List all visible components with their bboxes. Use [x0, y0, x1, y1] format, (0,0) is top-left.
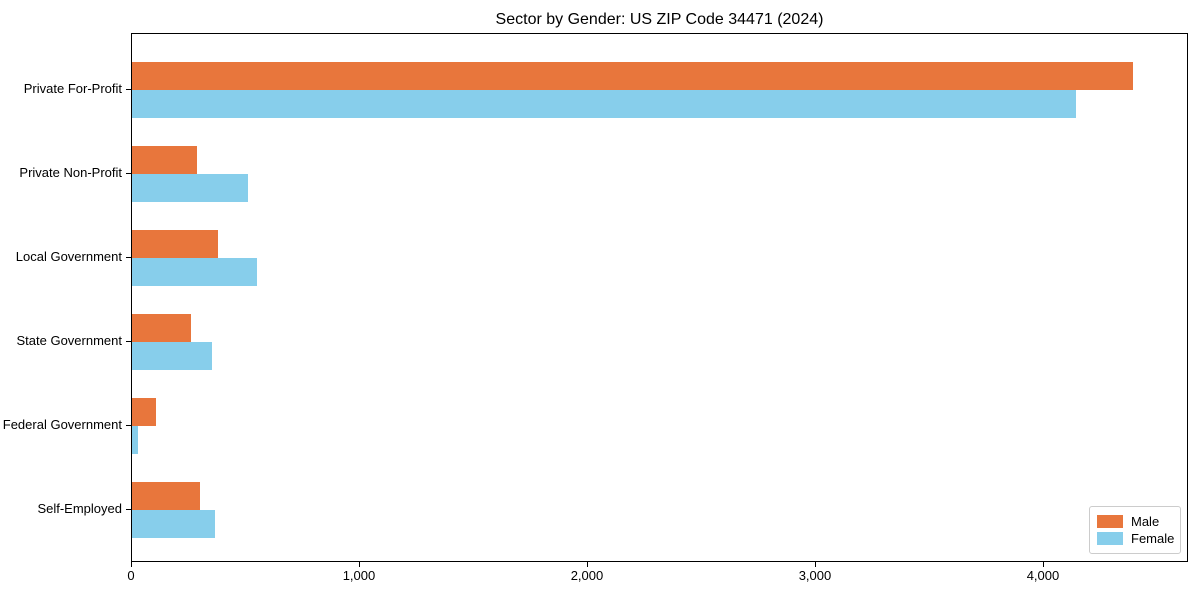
- y-tick-label: Self-Employed: [37, 501, 122, 516]
- y-tick-label: Local Government: [15, 249, 122, 264]
- bar-female-0: [132, 90, 1077, 118]
- y-tick-label: Private Non-Profit: [19, 165, 122, 180]
- bar-group-0: [132, 62, 1187, 118]
- plot-area: [131, 33, 1188, 562]
- bar-male-5: [132, 482, 201, 510]
- bar-female-5: [132, 510, 216, 538]
- x-axis-tick: [131, 562, 132, 567]
- legend-label-male: Male: [1131, 514, 1160, 529]
- y-tick-label: Federal Government: [2, 417, 122, 432]
- y-axis-tick: [126, 173, 131, 174]
- bar-male-3: [132, 314, 192, 342]
- legend-entry-female: Female: [1097, 530, 1175, 547]
- bar-group-3: [132, 314, 1187, 370]
- bar-group-4: [132, 398, 1187, 454]
- x-tick-label: 4,000: [1026, 568, 1060, 583]
- legend-entry-male: Male: [1097, 513, 1172, 530]
- male-color-swatch: [1097, 515, 1123, 528]
- y-tick-label: Private For-Profit: [23, 81, 122, 96]
- legend: Male Female: [1089, 506, 1181, 554]
- bar-female-3: [132, 342, 212, 370]
- bar-female-2: [132, 258, 258, 286]
- y-tick-label: State Government: [16, 333, 123, 348]
- bar-male-4: [132, 398, 156, 426]
- female-color-swatch: [1097, 532, 1123, 545]
- x-tick-label: 3,000: [798, 568, 832, 583]
- legend-label-female: Female: [1131, 531, 1175, 546]
- y-axis-tick: [126, 257, 131, 258]
- x-axis-tick: [814, 562, 816, 567]
- bar-male-2: [132, 230, 219, 258]
- bar-group-5: [132, 482, 1187, 538]
- x-tick-label: 0: [127, 568, 135, 583]
- bar-male-1: [132, 146, 197, 174]
- x-tick-label: 2,000: [570, 568, 604, 583]
- y-axis-tick: [126, 341, 131, 342]
- chart-title: Sector by Gender: US ZIP Code 34471 (202…: [495, 11, 824, 28]
- y-axis-tick: [126, 509, 131, 510]
- y-axis-tick: [126, 425, 131, 426]
- bar-female-1: [132, 174, 249, 202]
- bar-group-2: [132, 230, 1187, 286]
- bar-female-4: [132, 426, 138, 454]
- y-axis-tick: [126, 89, 131, 90]
- bar-male-0: [132, 62, 1134, 90]
- x-axis-tick: [586, 562, 588, 567]
- x-axis-tick: [358, 562, 360, 567]
- bar-group-1: [132, 146, 1187, 202]
- x-tick-label: 1,000: [342, 568, 376, 583]
- x-axis-tick: [1042, 562, 1044, 567]
